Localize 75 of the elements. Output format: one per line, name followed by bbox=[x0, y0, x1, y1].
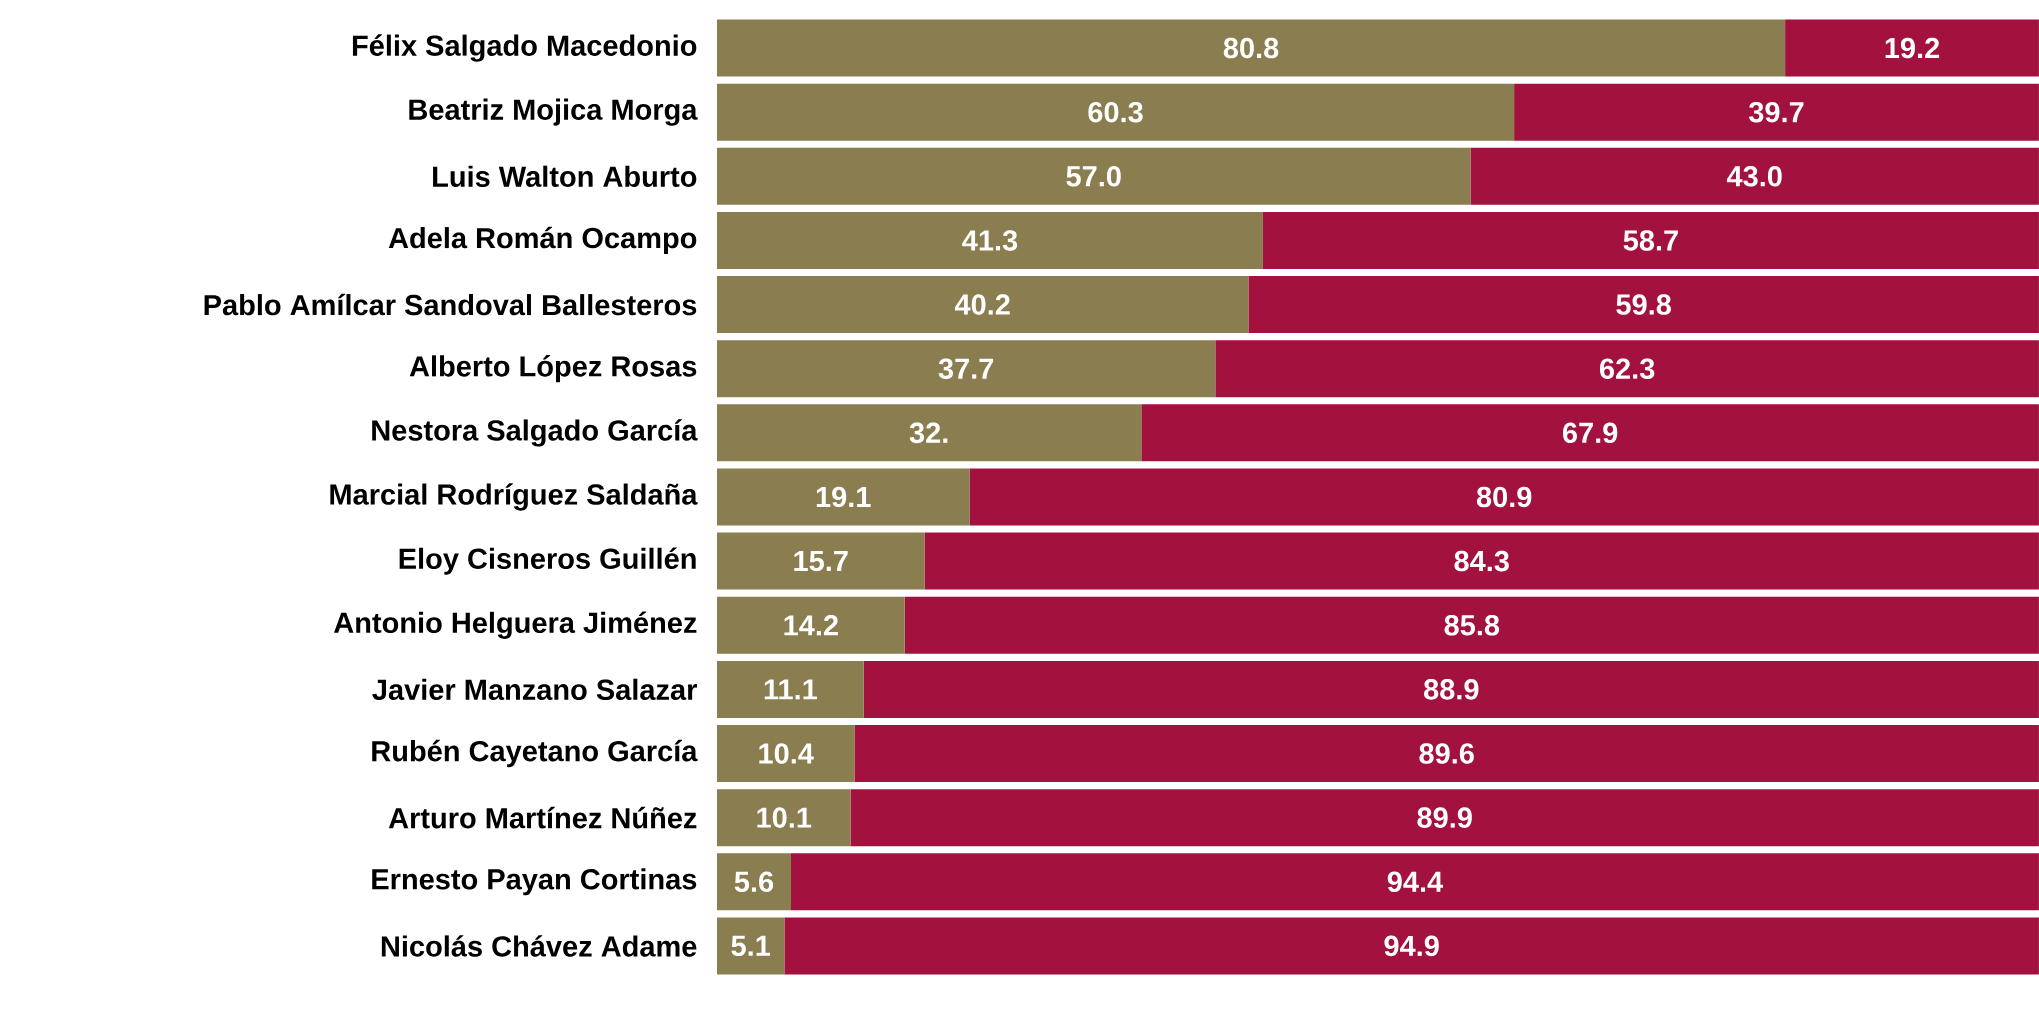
y-tick-label: Félix Salgado Macedonio bbox=[352, 34, 697, 62]
bar bbox=[716, 789, 851, 847]
bar bbox=[716, 147, 1471, 205]
bar bbox=[1215, 340, 2039, 398]
y-tick-label: Antonio Helguera Jiménez bbox=[334, 611, 697, 639]
bar bbox=[716, 532, 925, 590]
y-tick-label: Adela Román Ocampo bbox=[388, 226, 697, 255]
bar bbox=[1514, 83, 2039, 141]
bar bbox=[924, 532, 2039, 590]
data-label: 43.0 bbox=[1726, 166, 1782, 187]
data-label: 89.6 bbox=[1419, 743, 1474, 764]
bar bbox=[716, 725, 855, 783]
bar bbox=[969, 468, 2039, 526]
data-label: 94.4 bbox=[1387, 871, 1444, 893]
bar bbox=[1141, 404, 2039, 462]
bar bbox=[850, 789, 2039, 847]
data-label: 67.9 bbox=[1562, 422, 1618, 444]
bar bbox=[716, 468, 970, 526]
bar bbox=[716, 19, 1786, 77]
y-tick-label: Ernesto Payan Cortinas bbox=[372, 868, 697, 896]
data-label: 62.3 bbox=[1599, 358, 1655, 380]
data-label: 88.9 bbox=[1424, 679, 1479, 700]
y-tick-label: Nestora Salgado García bbox=[372, 419, 698, 447]
data-label: 11.1 bbox=[764, 679, 817, 700]
data-label: 19.2 bbox=[1885, 37, 1940, 59]
bar bbox=[1470, 147, 2039, 205]
data-label: 5.1 bbox=[731, 935, 771, 957]
y-tick-label: Marcial Rodríguez Saldaña bbox=[330, 483, 698, 511]
data-label: 39.7 bbox=[1748, 101, 1804, 123]
bar bbox=[716, 660, 864, 718]
bar bbox=[791, 853, 2039, 911]
data-label: 85.8 bbox=[1444, 614, 1500, 636]
bar bbox=[716, 596, 905, 654]
bar bbox=[854, 725, 2039, 783]
y-tick-label: Arturo Martínez Núñez bbox=[388, 806, 697, 829]
data-label: 14.2 bbox=[784, 615, 838, 636]
y-tick-label: Nicolás Chávez Adame bbox=[381, 935, 697, 957]
data-label: 15.7 bbox=[794, 551, 848, 572]
data-label: 80.8 bbox=[1223, 37, 1279, 59]
data-label: 58.7 bbox=[1623, 230, 1678, 251]
bar bbox=[1785, 19, 2039, 77]
data-label: 60.3 bbox=[1088, 101, 1143, 123]
data-label: 40.2 bbox=[954, 294, 1010, 315]
y-tick-label: Javier Manzano Salazar bbox=[372, 678, 697, 701]
bar bbox=[716, 83, 1515, 141]
bar bbox=[716, 404, 1142, 462]
data-label: 41.3 bbox=[962, 230, 1018, 251]
data-label: 32. bbox=[909, 422, 948, 444]
data-label: 94.9 bbox=[1384, 935, 1439, 957]
bar bbox=[1248, 276, 2039, 334]
bar bbox=[1262, 211, 2039, 269]
data-label: 37.7 bbox=[938, 358, 994, 380]
y-tick-label: Alberto López Rosas bbox=[409, 355, 697, 383]
data-label: 57.0 bbox=[1066, 166, 1121, 187]
data-label: 84.3 bbox=[1454, 550, 1509, 572]
data-label: 10.4 bbox=[759, 743, 814, 764]
bar bbox=[716, 853, 791, 911]
bar bbox=[904, 596, 2039, 654]
y-tick-label: Luis Walton Aburto bbox=[433, 165, 697, 187]
data-label: 10.1 bbox=[757, 807, 812, 828]
bar bbox=[716, 340, 1216, 398]
data-label: 5.6 bbox=[734, 871, 774, 893]
data-label: 89.9 bbox=[1417, 807, 1472, 828]
y-tick-label: Pablo Amílcar Sandoval Ballesteros bbox=[204, 293, 697, 316]
y-tick-label: Beatriz Mojica Morga bbox=[409, 98, 698, 126]
bar bbox=[863, 660, 2039, 718]
data-label: 19.1 bbox=[816, 486, 871, 508]
y-tick-label: Rubén Cayetano García bbox=[372, 739, 698, 768]
bar bbox=[716, 276, 1249, 334]
data-label: 59.8 bbox=[1616, 294, 1671, 315]
y-tick-label: Eloy Cisneros Guillén bbox=[399, 547, 696, 575]
data-label: 80.9 bbox=[1476, 486, 1532, 508]
bar bbox=[716, 917, 785, 975]
bar bbox=[784, 917, 2039, 975]
bar bbox=[716, 211, 1263, 269]
